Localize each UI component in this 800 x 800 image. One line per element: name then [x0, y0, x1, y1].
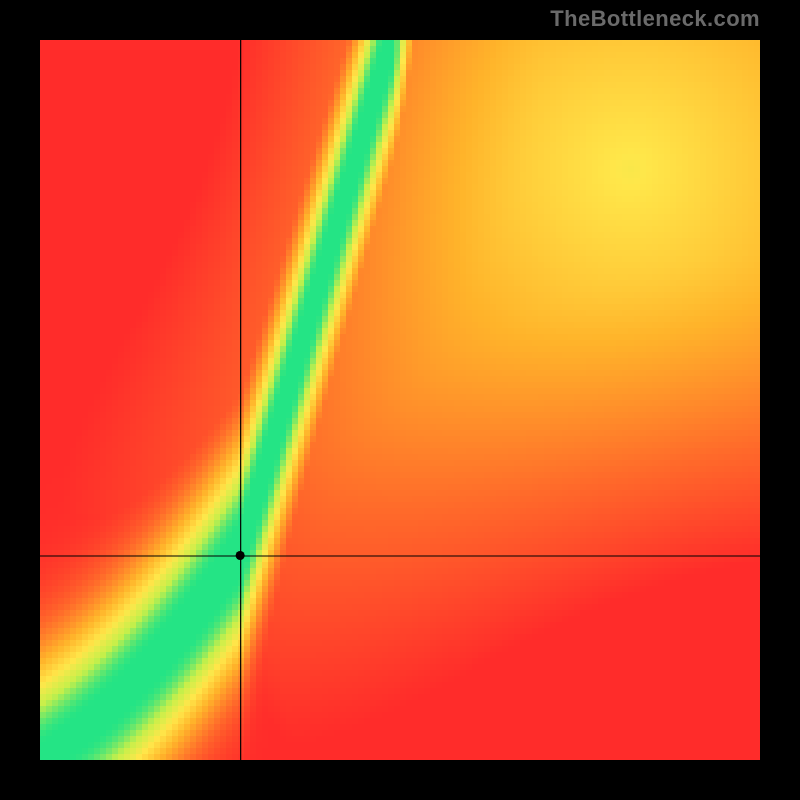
watermark-text: TheBottleneck.com	[550, 6, 760, 32]
crosshair-overlay	[40, 40, 760, 760]
chart-container: { "meta": { "watermark": "TheBottleneck.…	[0, 0, 800, 800]
